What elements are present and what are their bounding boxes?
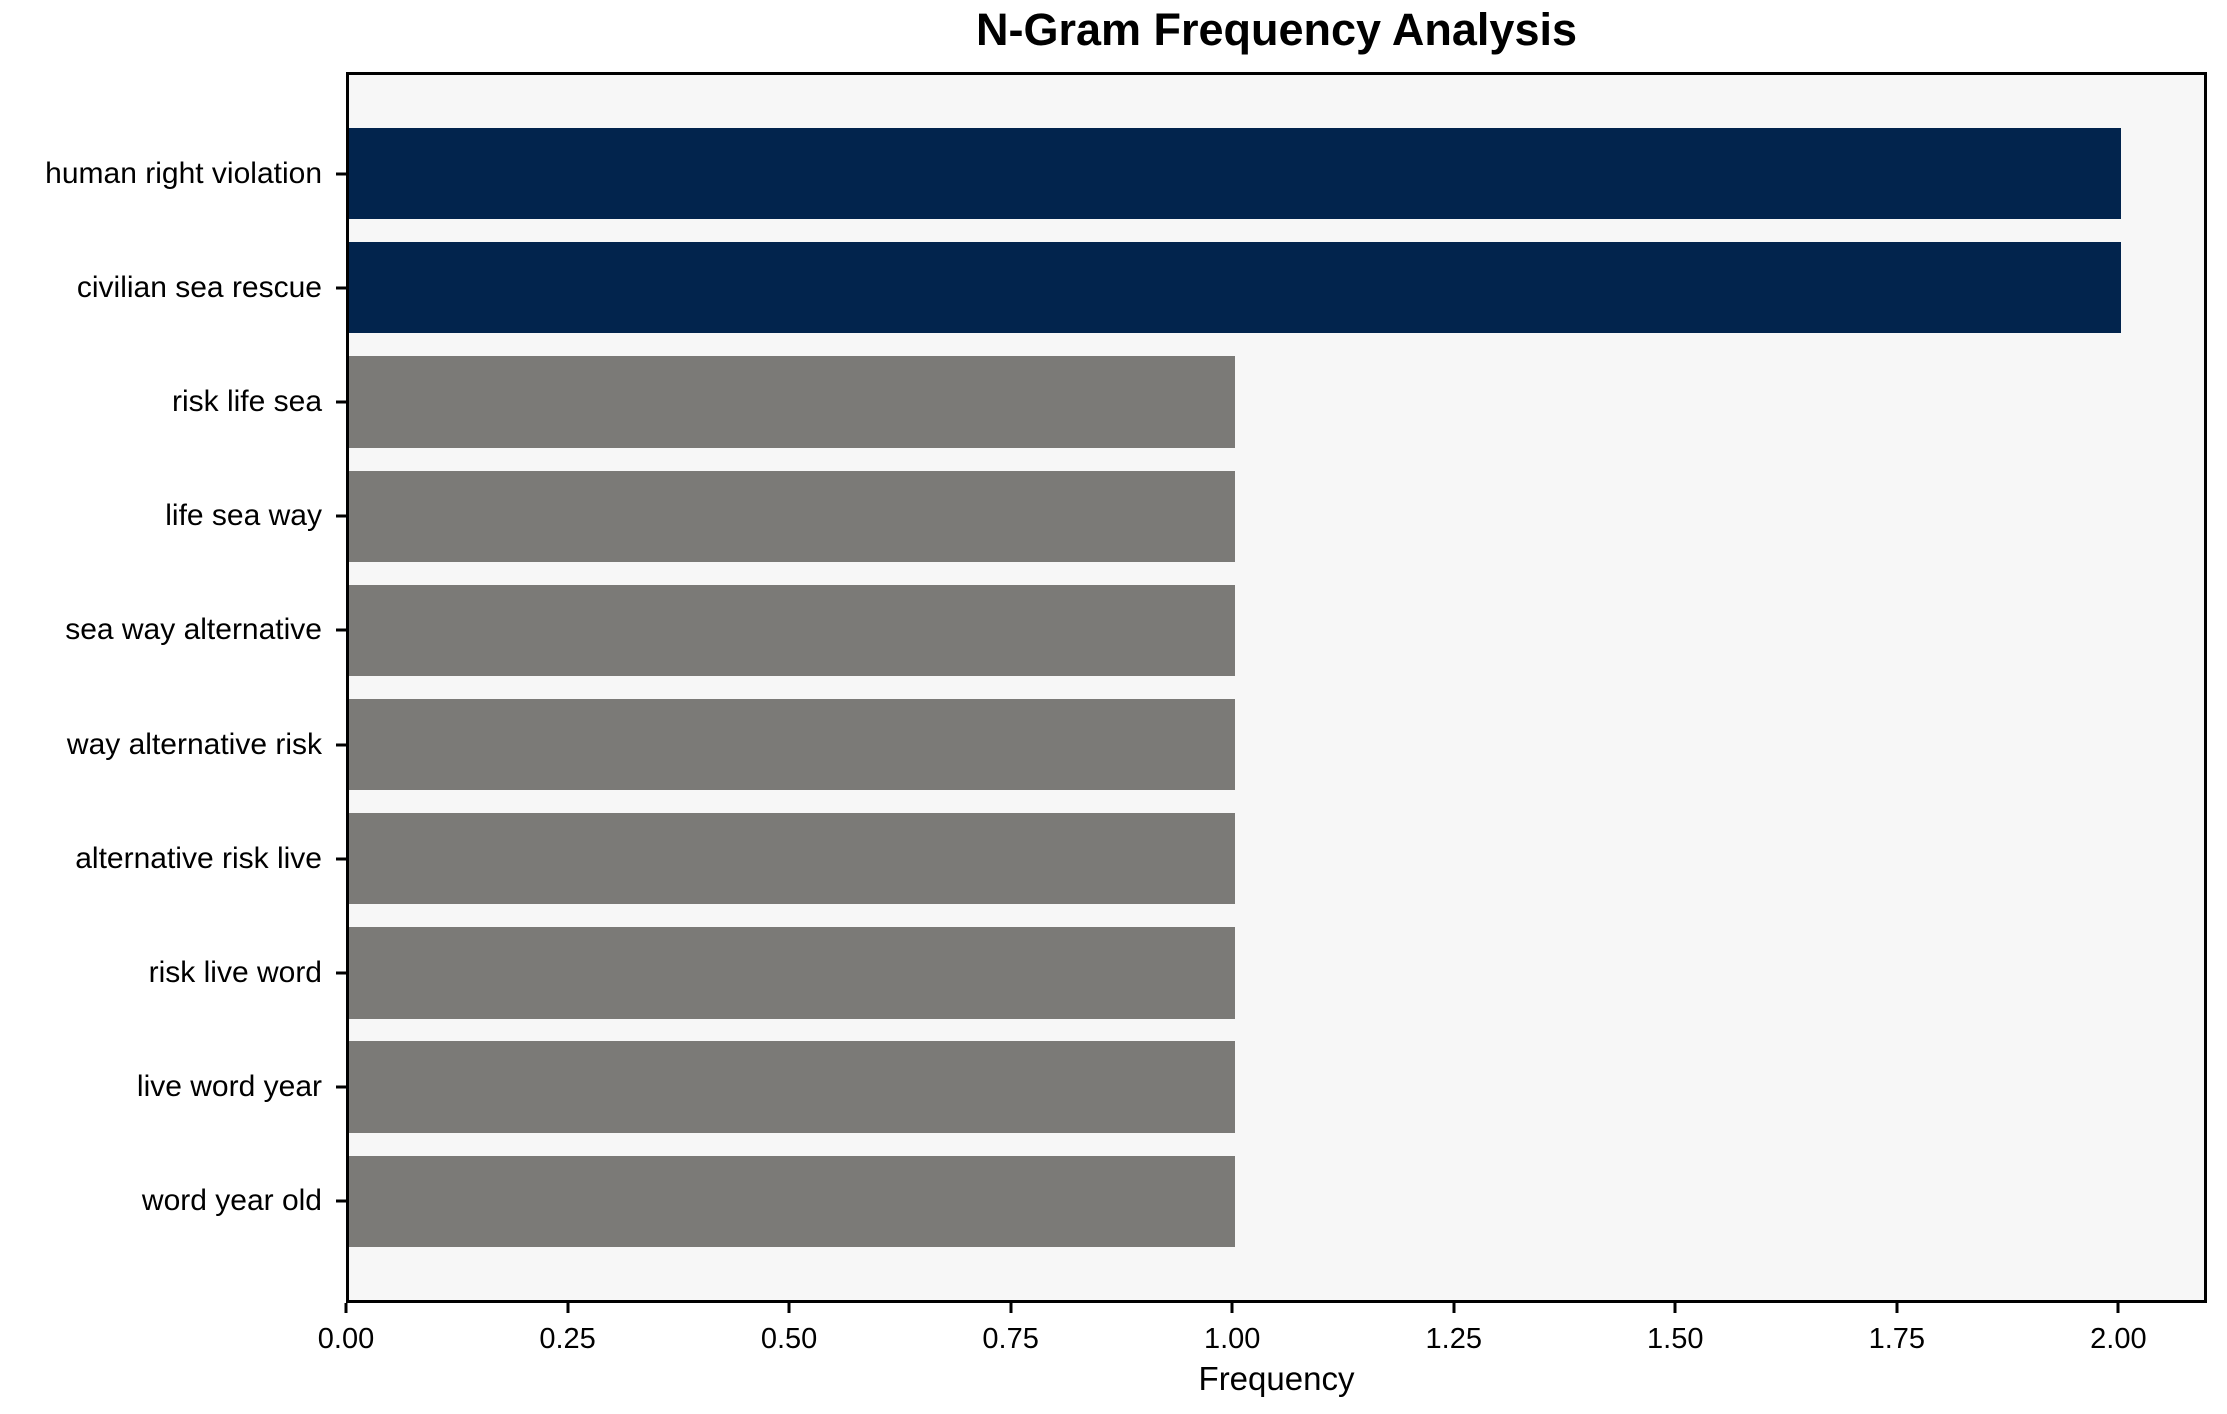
plot-area: [346, 72, 2207, 1303]
x-tick-label: 1.75: [1868, 1323, 1926, 1355]
bar: [349, 698, 1236, 791]
bar: [349, 470, 1236, 562]
x-tick-mark: [1230, 1303, 1234, 1313]
bar: [349, 927, 1236, 1019]
y-tick-label: risk life sea: [171, 385, 322, 419]
x-tick-mark: [2116, 1303, 2120, 1313]
y-tick-label: sea way alternative: [65, 613, 322, 647]
y-tick-label: way alternative risk: [66, 727, 322, 761]
bar: [349, 356, 1236, 448]
x-tick-mark: [566, 1303, 570, 1313]
x-tick-label: 0.50: [760, 1323, 818, 1355]
chart-title: N-Gram Frequency Analysis: [975, 4, 1578, 55]
x-tick-mark: [1009, 1303, 1013, 1313]
x-tick-mark: [1673, 1303, 1677, 1313]
y-tick-mark: [336, 1199, 346, 1203]
y-tick-mark: [336, 743, 346, 747]
x-tick-mark: [344, 1303, 348, 1313]
y-tick-mark: [336, 628, 346, 632]
x-tick-mark: [1895, 1303, 1899, 1313]
y-tick-mark: [336, 857, 346, 861]
y-tick-mark: [336, 1085, 346, 1089]
x-tick-label: 0.25: [539, 1323, 596, 1355]
y-tick-mark: [336, 172, 346, 176]
y-tick-label: human right violation: [45, 156, 322, 190]
y-tick-mark: [336, 400, 346, 404]
x-tick-label: 1.50: [1647, 1323, 1704, 1355]
y-tick-label: civilian sea rescue: [76, 270, 322, 304]
y-tick-label: word year old: [141, 1184, 322, 1218]
x-tick-label: 1.25: [1425, 1323, 1482, 1355]
y-tick-label: live word year: [136, 1070, 322, 1104]
bar: [349, 127, 2122, 220]
y-tick-label: life sea way: [165, 499, 322, 533]
x-tick-label: 0.00: [317, 1323, 375, 1355]
y-tick-mark: [336, 286, 346, 290]
y-tick-mark: [336, 514, 346, 518]
bar: [349, 1041, 1236, 1133]
x-tick-mark: [787, 1303, 791, 1313]
x-tick-mark: [1452, 1303, 1456, 1313]
y-tick-mark: [336, 971, 346, 975]
y-tick-label: risk live word: [148, 955, 322, 989]
x-tick-label: 0.75: [982, 1323, 1039, 1355]
bar: [349, 1155, 1236, 1248]
x-tick-label: 2.00: [2090, 1323, 2147, 1355]
x-axis-label: Frequency: [1198, 1360, 1355, 1397]
bars-layer: [349, 75, 2204, 1300]
bar: [349, 584, 1236, 677]
bar: [349, 242, 2122, 334]
y-tick-label: alternative risk live: [75, 841, 322, 875]
x-tick-label: 1.00: [1203, 1323, 1261, 1355]
bar: [349, 813, 1236, 905]
